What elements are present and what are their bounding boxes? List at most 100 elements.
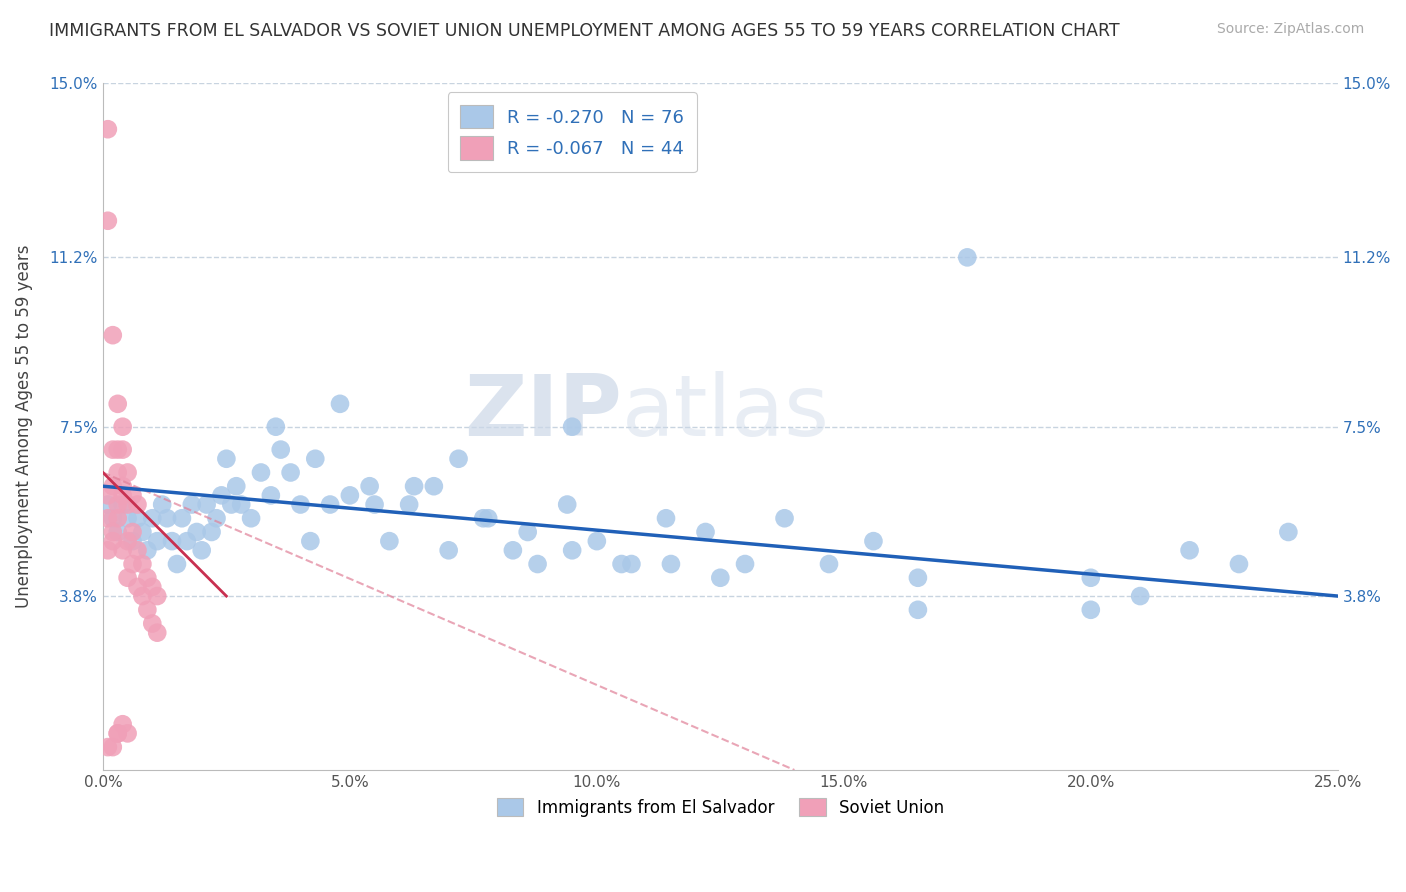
Point xyxy=(907,571,929,585)
Point xyxy=(264,419,287,434)
Point xyxy=(280,466,302,480)
Point xyxy=(97,511,120,525)
Point xyxy=(231,498,253,512)
Point xyxy=(136,603,159,617)
Point xyxy=(447,451,470,466)
Point xyxy=(363,498,385,512)
Point xyxy=(516,524,538,539)
Point xyxy=(127,498,149,512)
Point xyxy=(659,557,682,571)
Point xyxy=(117,511,139,525)
Point xyxy=(107,511,129,525)
Point xyxy=(186,524,208,539)
Point xyxy=(101,524,124,539)
Point xyxy=(97,213,120,227)
Point xyxy=(205,511,228,525)
Point xyxy=(339,488,361,502)
Point xyxy=(107,524,129,539)
Point xyxy=(111,543,134,558)
Point xyxy=(561,543,583,558)
Point xyxy=(121,524,143,539)
Point xyxy=(117,571,139,585)
Point xyxy=(734,557,756,571)
Y-axis label: Unemployment Among Ages 55 to 59 years: Unemployment Among Ages 55 to 59 years xyxy=(15,245,32,608)
Point xyxy=(141,580,163,594)
Point xyxy=(107,726,129,740)
Point xyxy=(555,498,578,512)
Point xyxy=(146,589,169,603)
Point xyxy=(146,534,169,549)
Point xyxy=(127,543,149,558)
Point xyxy=(319,498,342,512)
Point xyxy=(655,511,678,525)
Point xyxy=(437,543,460,558)
Point xyxy=(221,498,243,512)
Point xyxy=(270,442,292,457)
Point xyxy=(304,451,326,466)
Point xyxy=(141,616,163,631)
Point xyxy=(111,479,134,493)
Point xyxy=(818,557,841,571)
Point xyxy=(160,534,183,549)
Point xyxy=(101,740,124,755)
Point xyxy=(610,557,633,571)
Point xyxy=(97,498,120,512)
Point xyxy=(290,498,312,512)
Point xyxy=(200,524,222,539)
Point xyxy=(170,511,193,525)
Point xyxy=(107,442,129,457)
Point xyxy=(359,479,381,493)
Point xyxy=(127,511,149,525)
Text: Source: ZipAtlas.com: Source: ZipAtlas.com xyxy=(1216,22,1364,37)
Point xyxy=(956,251,979,265)
Point xyxy=(1129,589,1152,603)
Point xyxy=(107,466,129,480)
Point xyxy=(97,543,120,558)
Point xyxy=(502,543,524,558)
Point xyxy=(190,543,212,558)
Point xyxy=(141,511,163,525)
Point xyxy=(166,557,188,571)
Point xyxy=(195,498,218,512)
Point xyxy=(111,419,134,434)
Point xyxy=(97,488,120,502)
Point xyxy=(146,625,169,640)
Point xyxy=(586,534,609,549)
Point xyxy=(329,397,352,411)
Point xyxy=(131,557,153,571)
Point xyxy=(117,466,139,480)
Point xyxy=(111,442,134,457)
Point xyxy=(709,571,731,585)
Point xyxy=(398,498,420,512)
Legend: Immigrants from El Salvador, Soviet Union: Immigrants from El Salvador, Soviet Unio… xyxy=(489,791,950,823)
Text: atlas: atlas xyxy=(621,371,830,455)
Point xyxy=(773,511,796,525)
Point xyxy=(477,511,499,525)
Point xyxy=(127,580,149,594)
Point xyxy=(136,543,159,558)
Point xyxy=(423,479,446,493)
Text: IMMIGRANTS FROM EL SALVADOR VS SOVIET UNION UNEMPLOYMENT AMONG AGES 55 TO 59 YEA: IMMIGRANTS FROM EL SALVADOR VS SOVIET UN… xyxy=(49,22,1119,40)
Point xyxy=(121,534,143,549)
Point xyxy=(101,479,124,493)
Point xyxy=(131,589,153,603)
Point xyxy=(240,511,263,525)
Point xyxy=(111,498,134,512)
Point xyxy=(156,511,179,525)
Point xyxy=(225,479,247,493)
Point xyxy=(101,534,124,549)
Point xyxy=(180,498,202,512)
Point xyxy=(472,511,495,525)
Point xyxy=(862,534,884,549)
Point xyxy=(260,488,283,502)
Point xyxy=(107,726,129,740)
Point xyxy=(107,498,129,512)
Point xyxy=(1080,571,1102,585)
Point xyxy=(111,488,134,502)
Point xyxy=(97,122,120,136)
Point xyxy=(211,488,233,502)
Point xyxy=(1080,603,1102,617)
Point xyxy=(117,498,139,512)
Point xyxy=(101,442,124,457)
Point xyxy=(1227,557,1250,571)
